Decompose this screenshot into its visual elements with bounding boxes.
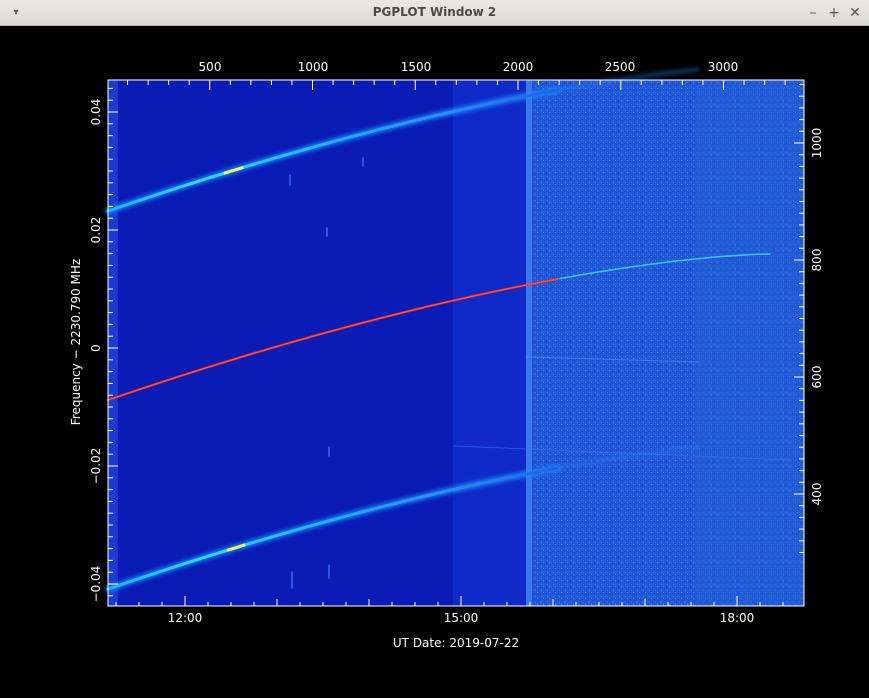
carrier-core	[107, 278, 559, 401]
axis-ticks	[108, 80, 804, 606]
window-title: PGPLOT Window 2	[372, 5, 497, 19]
bottom-tick-label: 12:00	[168, 611, 203, 625]
left-tick-label: 0.04	[89, 99, 103, 126]
upper-sideband-fade	[558, 68, 700, 92]
signal-traces	[105, 68, 791, 592]
upper-sideband	[106, 88, 560, 213]
spectrogram-plot: 12:00 15:00 18:00 500 1000 1500 2000 250…	[69, 60, 824, 650]
top-tick-label: 1500	[401, 60, 432, 74]
plot-canvas: 12:00 15:00 18:00 500 1000 1500 2000 250…	[0, 26, 869, 694]
bottom-tick-label: 15:00	[444, 611, 479, 625]
right-tick-label: 800	[810, 249, 824, 272]
right-tick-label: 1000	[810, 128, 824, 159]
left-tick-label: −0.04	[89, 566, 103, 603]
maximize-icon[interactable]: +	[828, 5, 840, 21]
left-tick-label: 0	[89, 344, 103, 352]
artifact-line	[525, 356, 701, 363]
title-bar[interactable]: ▾ PGPLOT Window 2 – + ✕	[0, 0, 869, 26]
lower-sideband	[106, 466, 560, 591]
carrier-tail	[559, 253, 771, 280]
close-icon[interactable]: ✕	[849, 5, 861, 21]
top-tick-label: 500	[199, 60, 222, 74]
top-tick-label: 2000	[503, 60, 534, 74]
right-tick-label: 600	[810, 366, 824, 389]
lower-peak	[226, 543, 246, 552]
upper-peak	[223, 166, 244, 175]
top-tick-label: 2500	[605, 60, 636, 74]
top-tick-label: 1000	[298, 60, 329, 74]
minimize-icon[interactable]: –	[809, 5, 817, 21]
right-tick-label: 400	[810, 483, 824, 506]
y-axis-title: Frequency − 2230.790 MHz	[69, 259, 83, 425]
lower-sideband-fade	[558, 446, 700, 470]
left-tick-label: −0.02	[89, 448, 103, 485]
plot-background	[108, 80, 804, 606]
artifact-line	[453, 445, 791, 461]
window-menu-icon[interactable]: ▾	[13, 7, 19, 18]
bottom-tick-label: 18:00	[720, 611, 755, 625]
x-axis-title: UT Date: 2019-07-22	[393, 636, 519, 650]
top-tick-label: 3000	[708, 60, 739, 74]
left-tick-label: 0.02	[89, 217, 103, 244]
